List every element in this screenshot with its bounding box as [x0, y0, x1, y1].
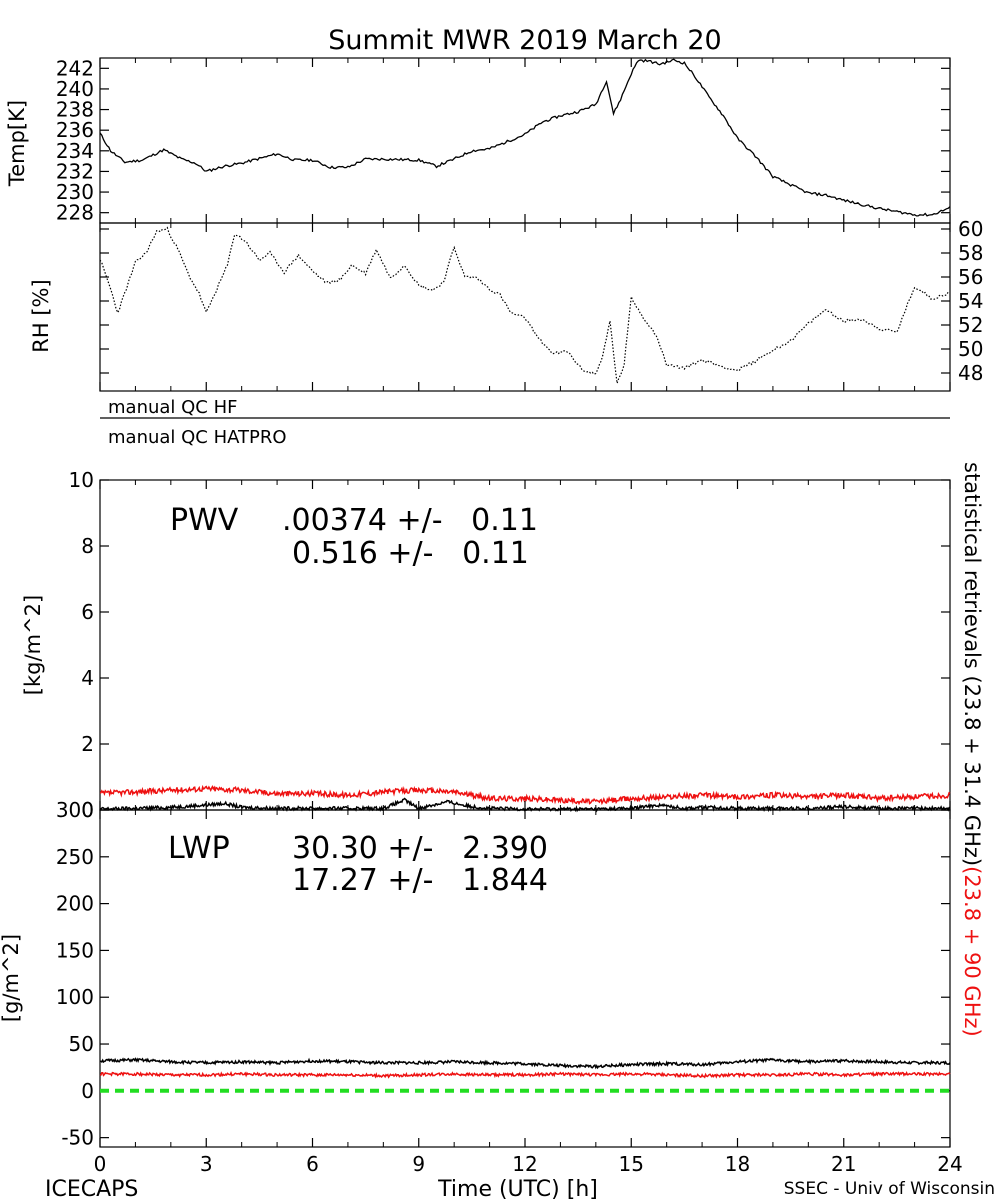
y-tick-label: 48: [958, 361, 983, 385]
x-tick-label: 24: [937, 1152, 962, 1176]
lwp-panel-label: LWP: [168, 831, 230, 866]
temp-ylabel: Temp[K]: [5, 100, 29, 187]
y-tick-label: -50: [61, 1126, 94, 1150]
rh-frame: [99, 222, 951, 392]
y-tick-label: 50: [69, 1032, 94, 1056]
x-tick-label: 18: [725, 1152, 750, 1176]
x-tick-label: 6: [306, 1152, 319, 1176]
y-tick-label: 150: [56, 938, 94, 962]
rh-series-line: [99, 226, 951, 384]
y-tick-label: 6: [81, 600, 94, 624]
y-tick-label: 4: [81, 666, 94, 690]
y-tick-label: 300: [56, 798, 94, 822]
footer-center: Time (UTC) [h]: [437, 1177, 598, 1200]
lwp-series-red: [99, 1070, 951, 1079]
y-tick-label: 60: [958, 217, 983, 241]
y-tick-label: 200: [56, 892, 94, 916]
lwp-series-black: [99, 1057, 951, 1070]
y-tick-label: 10: [69, 468, 94, 492]
x-tick-label: 9: [412, 1152, 425, 1176]
side-label: statistical retrievals (23.8 + 31.4 GHz)…: [960, 462, 984, 1037]
qc-rows: manual QC HF manual QC HATPRO: [100, 397, 950, 448]
x-tick-label: 12: [512, 1152, 537, 1176]
temp-series-line: [99, 58, 951, 217]
pwv-yticks: 0 2 4 6 8 10: [69, 468, 950, 822]
y-tick-label: 0: [81, 798, 94, 822]
y-tick-label: 232: [56, 159, 94, 183]
y-tick-label: 56: [958, 265, 983, 289]
y-tick-label: 236: [56, 118, 94, 142]
lwp-yticks: -50 0 50 100 150 200 250 300: [56, 798, 950, 1150]
y-tick-label: 230: [56, 180, 94, 204]
x-tick-label: 0: [94, 1152, 107, 1176]
pwv-series-red: [99, 784, 951, 806]
y-tick-label: 240: [56, 77, 94, 101]
y-tick-label: 54: [958, 289, 983, 313]
y-tick-label: 238: [56, 98, 94, 122]
y-tick-label: 228: [56, 201, 94, 225]
y-tick-label: 52: [958, 313, 983, 337]
lwp-stat-red: 17.27 +/- 1.844: [292, 863, 548, 898]
side-label-red: (23.8 + 90 GHz): [960, 866, 984, 1037]
x-tick-label: 3: [200, 1152, 213, 1176]
y-tick-label: 234: [56, 139, 94, 163]
y-tick-label: 242: [56, 56, 94, 80]
side-label-black: statistical retrievals (23.8 + 31.4 GHz): [960, 462, 984, 866]
x-tick-label: 21: [831, 1152, 856, 1176]
y-tick-label: 0: [81, 1079, 94, 1103]
pwv-stat-black: .00374 +/- 0.11: [282, 503, 538, 538]
pwv-panel: 0 2 4 6 8 10 [kg/m^2] PWV .00374 +/- 0.11 0.5…: [21, 468, 951, 822]
y-tick-label: 100: [56, 985, 94, 1009]
lwp-ylabel: [g/m^2]: [0, 934, 23, 1022]
footer-left: ICECAPS: [45, 1177, 138, 1200]
y-tick-label: 50: [958, 337, 983, 361]
pwv-stat-red: 0.516 +/- 0.11: [292, 536, 529, 571]
y-tick-label: 58: [958, 241, 983, 265]
qc-hatpro-label: manual QC HATPRO: [108, 427, 287, 448]
pwv-ylabel: [kg/m^2]: [21, 595, 45, 695]
chart-title: Summit MWR 2019 March 20: [328, 25, 721, 56]
footer-right: SSEC - Univ of Wisconsin: [784, 1179, 995, 1199]
lwp-stat-black: 30.30 +/- 2.390: [292, 831, 548, 866]
y-tick-label: 8: [81, 534, 94, 558]
x-tick-label: 15: [619, 1152, 644, 1176]
lwp-series: [99, 1057, 951, 1093]
lwp-xticks: 0 3 6 9 12 15 18 21 24: [94, 58, 963, 1176]
pwv-panel-label: PWV: [170, 503, 239, 538]
temp-frame: [99, 57, 951, 224]
qc-hf-label: manual QC HF: [108, 397, 237, 418]
rh-ylabel: RH [%]: [29, 279, 53, 352]
y-tick-label: 2: [81, 732, 94, 756]
y-tick-label: 250: [56, 845, 94, 869]
